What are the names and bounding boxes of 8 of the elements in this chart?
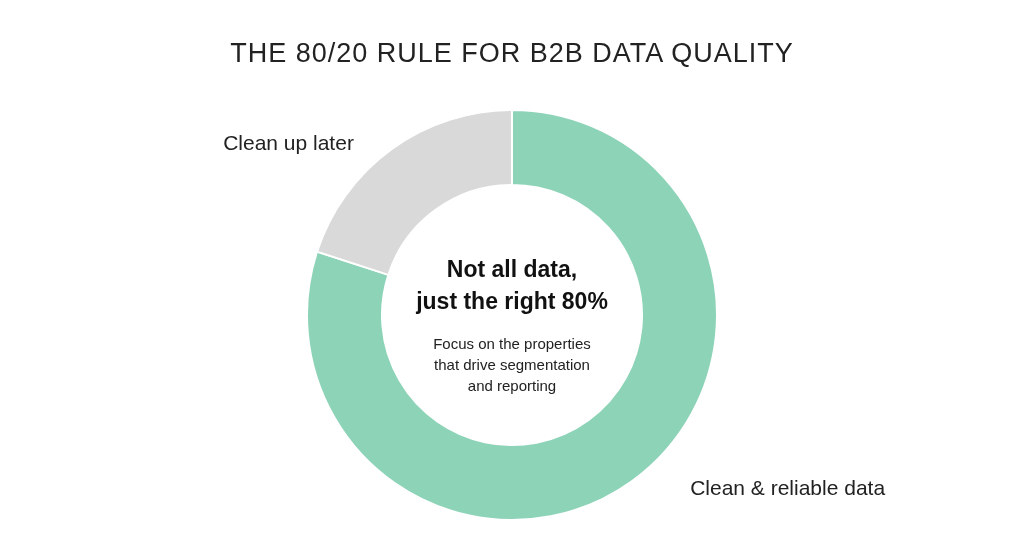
text: and reporting — [467, 377, 557, 394]
chart-title: THE 80/20 RULE FOR B2B DATA QUALITY — [230, 38, 794, 68]
slice-label: Clean & reliable data — [690, 476, 886, 500]
text: just the right 80% — [415, 288, 608, 314]
text: Not all data, — [446, 256, 578, 282]
text: that drive segmentation — [434, 356, 590, 373]
text: Focus on the properties — [433, 335, 591, 352]
slice-label: Clean up later — [223, 130, 354, 154]
